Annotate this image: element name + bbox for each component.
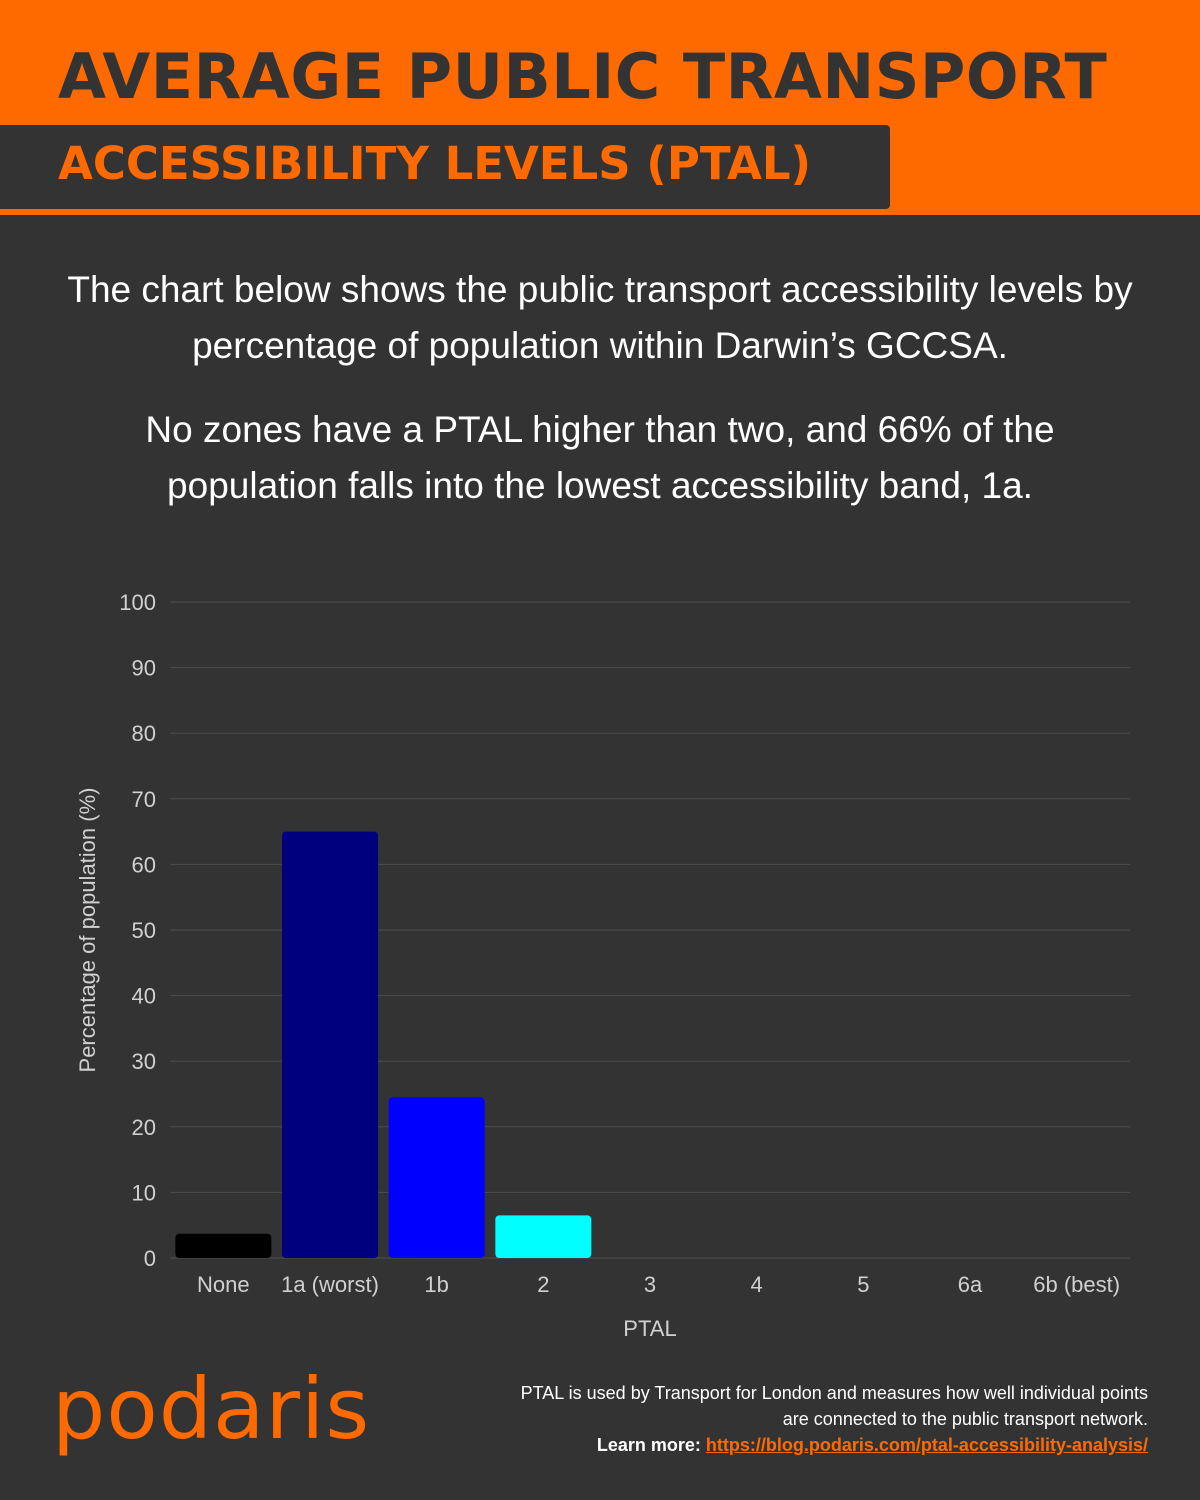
bar-1a (282, 831, 378, 1258)
y-tick-label: 60 (132, 852, 156, 877)
bar-none (175, 1233, 272, 1258)
x-tick-label: 3 (644, 1272, 656, 1297)
learn-more-line: Learn more: https://blog.podaris.com/pta… (508, 1432, 1148, 1458)
y-tick-label: 40 (132, 984, 156, 1009)
y-tick-label: 100 (119, 590, 156, 615)
x-tick-label: 5 (857, 1272, 869, 1297)
bar-1b (388, 1097, 485, 1258)
page-title: AVERAGE PUBLIC TRANSPORT (58, 40, 1108, 113)
bar-2 (495, 1215, 592, 1258)
x-tick-label: 6a (958, 1272, 983, 1297)
y-tick-label: 0 (144, 1246, 156, 1271)
footer-note-text: PTAL is used by Transport for London and… (520, 1383, 1148, 1429)
y-tick-label: 30 (132, 1049, 156, 1074)
x-tick-label: None (197, 1272, 250, 1297)
footer-note: PTAL is used by Transport for London and… (508, 1380, 1148, 1458)
y-tick-label: 50 (132, 918, 156, 943)
bar-chart: 0 10 20 30 40 50 60 70 80 90 100 None 1a (worst) 1b 2… (75, 590, 1130, 1341)
learn-more-link[interactable]: https://blog.podaris.com/ptal-accessibil… (705, 1435, 1148, 1455)
y-axis-label: Percentage of population (%) (75, 788, 100, 1073)
x-tick-label: 6b (best) (1033, 1272, 1120, 1297)
x-tick-label: 1b (424, 1272, 448, 1297)
subtitle-band (0, 125, 890, 209)
y-axis-ticks: 0 10 20 30 40 50 60 70 80 90 100 (119, 590, 156, 1271)
x-tick-label: 2 (537, 1272, 549, 1297)
y-tick-label: 20 (132, 1115, 156, 1140)
learn-more-label: Learn more: (596, 1435, 701, 1455)
y-tick-label: 70 (132, 787, 156, 812)
intro-paragraph-2: No zones have a PTAL higher than two, an… (145, 409, 1055, 506)
x-axis-label: PTAL (623, 1316, 676, 1341)
intro-paragraph-1: The chart below shows the public transpo… (67, 269, 1133, 366)
x-tick-label: 1a (worst) (281, 1272, 379, 1297)
page-subtitle: ACCESSIBILITY LEVELS (PTAL) (58, 137, 812, 190)
x-tick-label: 4 (751, 1272, 763, 1297)
podaris-logo: podaris (52, 1360, 371, 1458)
bars (175, 831, 592, 1258)
x-axis-ticks: None 1a (worst) 1b 2 3 4 5 6a 6b (best) (197, 1272, 1120, 1297)
y-tick-label: 80 (132, 721, 156, 746)
y-tick-label: 10 (132, 1180, 156, 1205)
y-tick-label: 90 (132, 656, 156, 681)
